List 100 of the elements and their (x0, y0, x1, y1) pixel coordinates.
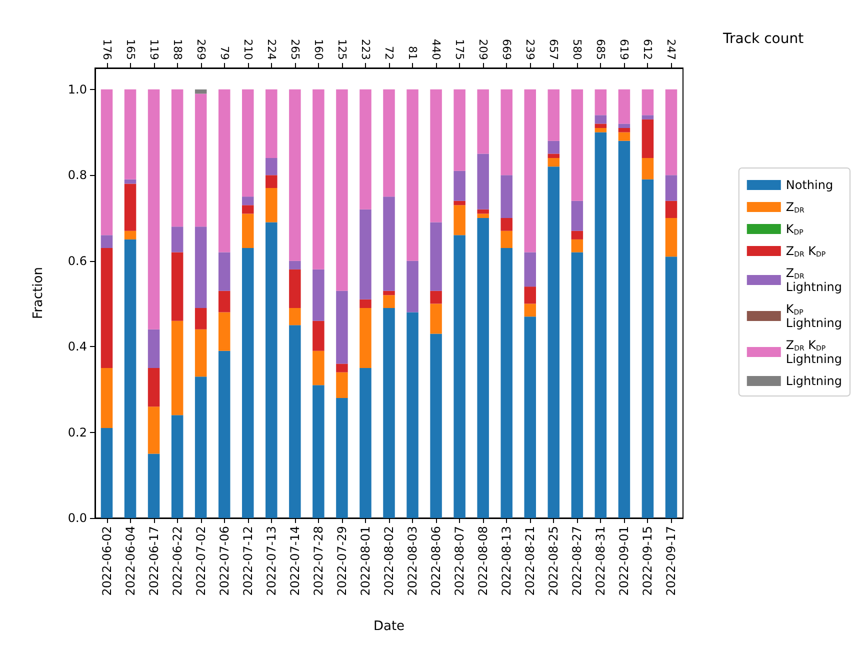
annotation: 265 (288, 39, 302, 60)
bar (665, 256, 678, 518)
legend-label: Lightning (786, 374, 842, 388)
bar (312, 320, 324, 351)
bar (477, 209, 489, 214)
bar (524, 252, 536, 287)
bar (218, 89, 230, 252)
bar (124, 239, 136, 518)
bar (454, 200, 466, 206)
bar (430, 304, 442, 334)
bar (571, 252, 584, 518)
bar (124, 89, 136, 180)
annotation: 580 (570, 39, 584, 60)
annotation: 188 (170, 39, 184, 60)
bar (289, 260, 301, 270)
y-tick-label: 1.0 (68, 82, 87, 96)
bar (500, 230, 512, 248)
annotation: 223 (358, 39, 372, 60)
x-tick-label: 2022-07-12 (240, 526, 255, 596)
x-tick-label: 2022-07-28 (311, 526, 326, 596)
bar (148, 406, 160, 454)
bar (100, 428, 113, 518)
bar (100, 89, 113, 236)
annotation: 176 (100, 39, 114, 60)
bar (571, 89, 584, 201)
bar (665, 218, 678, 257)
x-tick-label: 2022-08-08 (476, 526, 490, 596)
bar (148, 89, 160, 330)
bar (548, 154, 560, 158)
annotation: 669 (500, 39, 514, 60)
bar (336, 398, 348, 518)
bar (171, 320, 184, 416)
bar (360, 368, 372, 518)
bar (594, 89, 607, 116)
bar (548, 166, 560, 518)
bar (454, 170, 466, 201)
bar (594, 128, 607, 132)
bar (500, 89, 512, 176)
x-tick-label: 2022-08-01 (358, 526, 372, 596)
bar (618, 89, 630, 124)
x-tick-label: 2022-09-01 (617, 526, 632, 596)
bar (524, 89, 536, 252)
bar (383, 196, 395, 291)
annotation: 81 (406, 46, 420, 60)
bar (642, 158, 654, 180)
bar (642, 179, 654, 518)
bar (100, 235, 113, 248)
bar (642, 89, 654, 116)
bar (336, 372, 348, 398)
bar (360, 308, 372, 368)
bar (336, 364, 348, 372)
x-axis-title: Date (373, 619, 405, 634)
x-tick-label: 2022-08-07 (452, 526, 467, 596)
bar (100, 248, 113, 368)
bar (194, 329, 207, 377)
annotation: 247 (664, 39, 678, 60)
bar (548, 158, 560, 167)
bar (618, 140, 630, 518)
bar (430, 290, 442, 304)
bar (500, 218, 512, 231)
annotation: 239 (524, 39, 537, 60)
bar (124, 179, 136, 184)
bar (383, 295, 395, 308)
bar (266, 158, 278, 176)
bar (454, 235, 466, 518)
bar (312, 385, 324, 518)
bar (218, 350, 230, 518)
bar (289, 325, 301, 518)
x-tick-label: 2022-08-06 (429, 526, 444, 596)
x-tick-label: 2022-07-02 (194, 526, 208, 596)
bar (500, 175, 512, 218)
x-tick-label: 2022-07-06 (217, 526, 232, 596)
bar (124, 230, 136, 240)
bar (289, 89, 301, 261)
annotation: 72 (382, 46, 396, 60)
bar (148, 454, 160, 518)
annotation: 119 (147, 39, 160, 60)
annotation: 612 (641, 39, 654, 60)
bar (194, 376, 207, 518)
bar (642, 119, 654, 158)
bar (242, 214, 254, 248)
bar (430, 222, 442, 291)
x-tick-label: 2022-06-17 (146, 526, 161, 596)
annotation: 79 (218, 46, 231, 60)
bar (218, 312, 230, 351)
bar (406, 312, 418, 518)
bar (289, 269, 301, 308)
y-tick-label: 0.8 (68, 168, 87, 182)
annotation: 125 (335, 39, 348, 60)
bar (430, 89, 442, 222)
bar (477, 218, 489, 518)
x-tick-label: 2022-06-22 (170, 526, 184, 596)
annotation: 657 (547, 39, 560, 60)
bar (171, 89, 184, 227)
bar (266, 175, 278, 188)
bar (171, 415, 184, 518)
bar (124, 184, 136, 231)
bar (289, 308, 301, 326)
bar (360, 299, 372, 308)
x-tick-label: 2022-09-17 (664, 526, 678, 596)
